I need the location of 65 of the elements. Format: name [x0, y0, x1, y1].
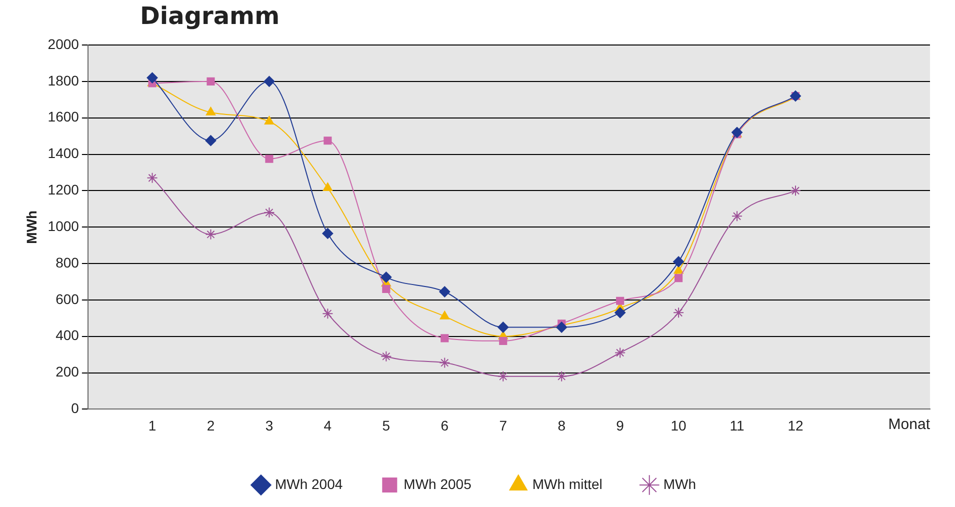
point — [265, 154, 274, 163]
point — [498, 322, 509, 333]
x-tick-label: 11 — [730, 417, 745, 434]
point — [673, 307, 684, 318]
point — [146, 172, 158, 184]
point — [206, 106, 216, 116]
x-tick-label: 9 — [616, 417, 624, 434]
x-tick-label: 12 — [788, 417, 804, 434]
legend-label: MWh 2004 — [274, 476, 343, 492]
x-tick-label: 1 — [148, 417, 156, 434]
point — [498, 370, 509, 382]
y-axis-title: MWh — [23, 210, 40, 244]
y-tick-label: 1200 — [48, 182, 80, 198]
legend-label: MWh 2005 — [404, 476, 472, 492]
point — [146, 72, 158, 84]
point — [440, 310, 450, 320]
point — [206, 77, 215, 86]
point — [322, 228, 334, 239]
y-tick-label: 1000 — [48, 218, 80, 234]
y-tick-label: 800 — [56, 254, 80, 270]
point — [499, 336, 508, 345]
point — [264, 116, 274, 124]
point — [732, 210, 743, 222]
point — [264, 76, 275, 87]
point — [264, 207, 275, 218]
point — [614, 307, 626, 318]
point — [380, 350, 392, 362]
y-tick-label: 200 — [56, 364, 80, 380]
y-tick-label: 600 — [56, 290, 80, 307]
x-tick-label: 3 — [265, 417, 274, 434]
point — [790, 185, 802, 196]
x-tick-label: 2 — [206, 417, 215, 434]
point — [674, 274, 683, 282]
x-tick-label: 6 — [440, 417, 449, 434]
point — [380, 272, 392, 283]
y-tick-label: 1800 — [48, 72, 80, 88]
chart-title: Diagramm — [140, 2, 280, 30]
y-tick-label: 0 — [71, 400, 80, 416]
point — [614, 347, 626, 358]
point — [439, 357, 450, 368]
x-tick-label: 10 — [670, 417, 687, 434]
point — [439, 286, 450, 298]
y-tick-label: 1600 — [48, 108, 80, 125]
point — [440, 334, 449, 342]
y-tick-label: 2000 — [48, 36, 80, 52]
point — [324, 136, 332, 145]
point — [556, 322, 568, 333]
y-tick-label: 1400 — [48, 145, 80, 162]
x-tick-label: 7 — [499, 417, 508, 434]
point — [205, 228, 216, 240]
point — [205, 135, 216, 146]
x-tick-label: 4 — [324, 417, 332, 434]
y-tick-label: 400 — [56, 327, 80, 344]
x-tick-label: 8 — [558, 417, 566, 434]
point — [382, 284, 390, 294]
x-axis-title: Monat — [888, 416, 931, 434]
x-tick-label: 5 — [382, 417, 390, 434]
point — [322, 308, 334, 320]
point — [556, 370, 568, 382]
point — [674, 265, 684, 274]
point — [616, 296, 624, 305]
legend-label: MWh mittel — [532, 476, 602, 492]
point — [673, 256, 684, 268]
legend-label: MWh — [663, 476, 696, 492]
point — [322, 182, 333, 191]
